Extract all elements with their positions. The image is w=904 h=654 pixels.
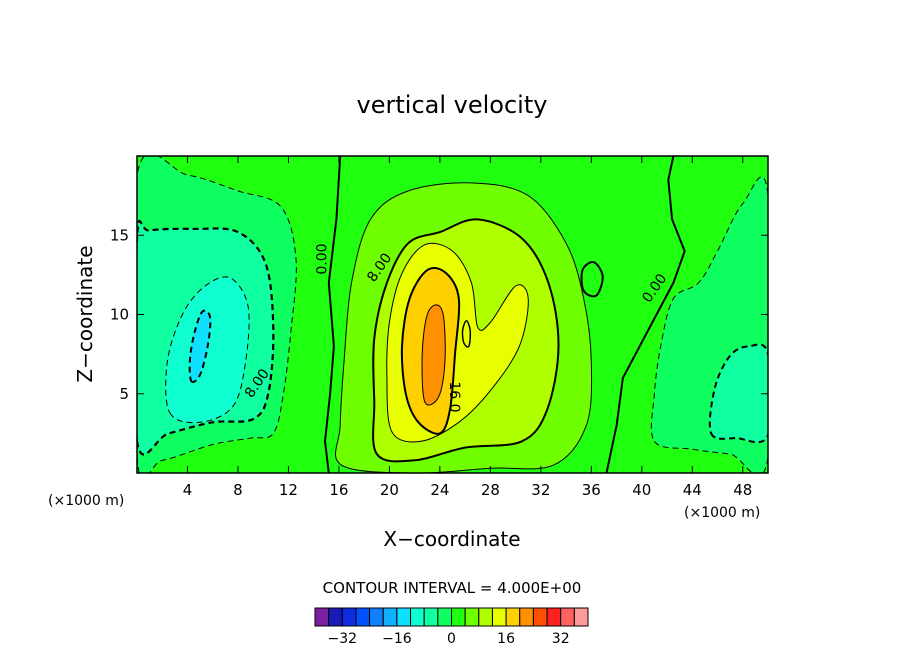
downdraft-region-inner [165, 276, 250, 423]
x-tick-label: 12 [279, 481, 298, 499]
colorbar-swatch [437, 607, 453, 627]
contour-pos8 [372, 218, 560, 463]
contour-label: 0.00 [314, 243, 330, 274]
y-axis: 5 10 15 [110, 226, 768, 403]
chart-title: vertical velocity [357, 91, 548, 119]
contour-updraft-island [461, 320, 472, 348]
x-unit-right: (×1000 m) [684, 505, 760, 521]
colorbar-tick-label: 16 [497, 631, 515, 647]
colorbar-swatch [382, 607, 398, 627]
x-tick-label: 16 [329, 481, 348, 499]
contour-pos16 [400, 267, 461, 435]
contour-pos4 [334, 182, 593, 473]
colorbar-swatch [573, 607, 589, 627]
x-axis-label: X−coordinate [383, 527, 520, 551]
downdraft-core [189, 310, 211, 383]
y-tick-label: 5 [119, 385, 129, 403]
contour-interval: CONTOUR INTERVAL = 4.000E+00 [323, 579, 582, 597]
y-axis-label: Z−coordinate [73, 245, 97, 382]
x-tick-label: 28 [481, 481, 500, 499]
colorbar-swatch [519, 607, 534, 627]
contour-layer [137, 156, 768, 473]
x-tick-label: 20 [380, 481, 399, 499]
colorbar-swatch [532, 607, 548, 627]
x-unit-left: (×1000 m) [48, 493, 124, 509]
colorbar-swatch [478, 607, 493, 627]
colorbar-swatch [410, 607, 425, 627]
x-tick-label: 48 [733, 481, 752, 499]
y-tick-label: 15 [110, 226, 129, 244]
contour-pos12 [386, 242, 529, 443]
downdraft-east-inner [709, 344, 768, 443]
x-tick-label: 40 [632, 481, 651, 499]
colorbar-tick-label: −16 [382, 631, 412, 647]
colorbar-swatch [505, 607, 521, 627]
contour-neg16 [188, 309, 212, 383]
y-tick-label: 10 [110, 306, 129, 324]
contour-zero-east [605, 156, 686, 473]
x-tick-label: 32 [531, 481, 550, 499]
colorbar-tick-label: 32 [552, 631, 570, 647]
colorbar-swatch [451, 607, 466, 627]
x-tick-label: 44 [683, 481, 702, 499]
colorbar-swatch [560, 607, 575, 627]
colorbar-swatch [423, 607, 439, 627]
colorbar-swatch [396, 607, 412, 627]
colorbar-swatch [546, 607, 562, 627]
colorbar-swatch [314, 607, 330, 627]
colorbar-swatch [355, 607, 371, 627]
plot-area: 0.00 8.008.00 16.00.00 [137, 156, 768, 473]
updraft-region-20 [422, 304, 446, 406]
colorbar-swatch [491, 607, 507, 627]
colorbar-swatch [328, 607, 343, 627]
contour-neg12 [165, 276, 250, 424]
contour-zero-island [580, 261, 604, 298]
colorbar: −32 −16 0 16 32 [314, 607, 589, 647]
colorbar-swatch [341, 607, 357, 627]
x-axis: 4 8 12 16 20 24 28 32 36 40 44 48 [183, 156, 752, 499]
contour-zero-west [323, 156, 342, 473]
x-tick-label: 4 [183, 481, 193, 499]
x-tick-label: 8 [233, 481, 243, 499]
x-tick-label: 36 [582, 481, 601, 499]
colorbar-swatch [369, 607, 384, 627]
contour-label: 16.0 [446, 381, 462, 412]
colorbar-tick-label: 0 [447, 631, 456, 647]
x-tick-label: 24 [430, 481, 449, 499]
contour-east-neg4 [650, 176, 768, 473]
contour-pos20 [421, 304, 446, 406]
colorbar-swatch [464, 607, 480, 627]
colorbar-tick-label: −32 [328, 631, 358, 647]
contour-neg4 [137, 156, 297, 473]
contour-east-neg8 [708, 343, 768, 444]
